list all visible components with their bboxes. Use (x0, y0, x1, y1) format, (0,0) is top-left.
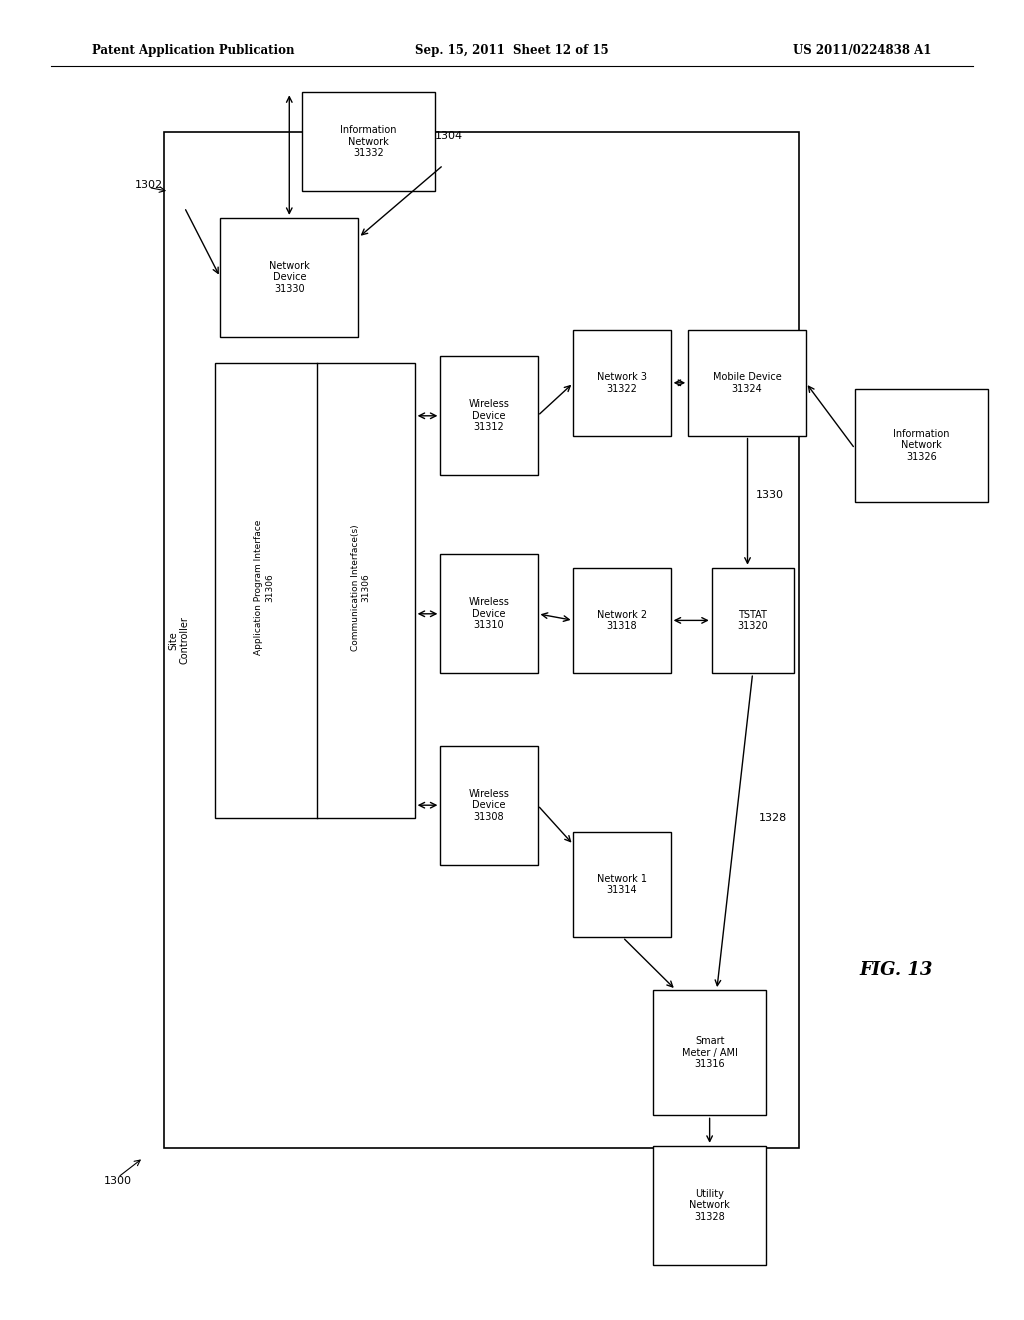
Text: US 2011/0224838 A1: US 2011/0224838 A1 (794, 44, 932, 57)
Bar (712, 568, 794, 673)
Bar (573, 832, 671, 937)
Text: 1330: 1330 (756, 490, 784, 500)
Bar (855, 389, 988, 502)
Bar (653, 990, 766, 1115)
Bar (215, 363, 415, 818)
Text: Mobile Device
31324: Mobile Device 31324 (713, 372, 781, 393)
Text: Network 2
31318: Network 2 31318 (597, 610, 647, 631)
Text: Utility
Network
31328: Utility Network 31328 (689, 1188, 730, 1222)
Bar (440, 746, 538, 865)
Bar (164, 132, 799, 1148)
Bar (302, 92, 435, 191)
Bar (573, 330, 671, 436)
Text: Patent Application Publication: Patent Application Publication (92, 44, 295, 57)
Text: Information
Network
31332: Information Network 31332 (340, 125, 397, 158)
Bar (653, 1146, 766, 1265)
Text: Network 1
31314: Network 1 31314 (597, 874, 647, 895)
Text: 1302: 1302 (134, 180, 163, 190)
Text: 1304: 1304 (434, 131, 463, 141)
Text: Wireless
Device
31308: Wireless Device 31308 (469, 788, 509, 822)
Text: Wireless
Device
31312: Wireless Device 31312 (469, 399, 509, 433)
Text: Site
Controller: Site Controller (168, 616, 190, 664)
Text: Communication Interface(s)
31306: Communication Interface(s) 31306 (351, 524, 370, 651)
Bar (440, 356, 538, 475)
Text: Sep. 15, 2011  Sheet 12 of 15: Sep. 15, 2011 Sheet 12 of 15 (415, 44, 609, 57)
Text: 1300: 1300 (103, 1176, 132, 1187)
Bar (573, 568, 671, 673)
Text: Network
Device
31330: Network Device 31330 (269, 260, 309, 294)
Text: 1328: 1328 (759, 813, 787, 824)
Text: Wireless
Device
31310: Wireless Device 31310 (469, 597, 509, 631)
Bar (440, 554, 538, 673)
Bar (220, 218, 358, 337)
Text: Application Program Interface
31306: Application Program Interface 31306 (255, 520, 273, 655)
Text: Information
Network
31326: Information Network 31326 (893, 429, 950, 462)
Text: Smart
Meter / AMI
31316: Smart Meter / AMI 31316 (682, 1036, 737, 1069)
Bar (688, 330, 806, 436)
Text: TSTAT
31320: TSTAT 31320 (737, 610, 768, 631)
Text: FIG. 13: FIG. 13 (859, 961, 933, 979)
Text: Network 3
31322: Network 3 31322 (597, 372, 647, 393)
